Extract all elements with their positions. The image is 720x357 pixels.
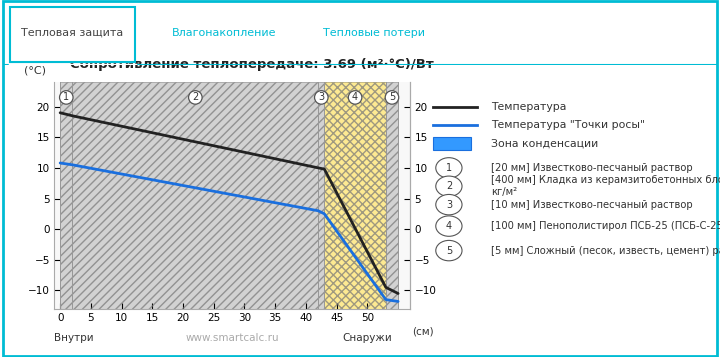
Circle shape — [189, 91, 202, 104]
Bar — [73, 82, 318, 309]
Bar — [386, 82, 398, 309]
Circle shape — [436, 195, 462, 215]
Text: 1: 1 — [63, 92, 69, 102]
Circle shape — [436, 216, 462, 236]
Text: [100 мм] Пенополистирол ПСБ-25 (ПСБ-С-25): [100 мм] Пенополистирол ПСБ-25 (ПСБ-С-25… — [491, 221, 720, 231]
Text: 3: 3 — [318, 92, 325, 102]
Circle shape — [348, 91, 362, 104]
Circle shape — [436, 158, 462, 178]
Text: 1: 1 — [446, 163, 452, 173]
Circle shape — [436, 240, 462, 261]
Text: Тепловые потери: Тепловые потери — [323, 28, 426, 38]
Text: 5: 5 — [389, 92, 395, 102]
Text: 2: 2 — [446, 181, 452, 191]
Bar — [325, 82, 386, 309]
Bar — [73, 82, 318, 309]
Text: [20 мм] Известково-песчаный раствор: [20 мм] Известково-песчаный раствор — [491, 163, 693, 173]
Bar — [318, 82, 325, 309]
Circle shape — [60, 91, 73, 104]
Text: [400 мм] Кладка из керамзитобетонных блоков 1000
кг/м²: [400 мм] Кладка из керамзитобетонных бло… — [491, 176, 720, 197]
Text: Зона конденсации: Зона конденсации — [491, 139, 598, 149]
Bar — [60, 82, 73, 309]
Text: 4: 4 — [446, 221, 452, 231]
Text: 4: 4 — [352, 92, 358, 102]
Circle shape — [385, 91, 399, 104]
Text: (°С): (°С) — [24, 65, 45, 75]
Text: 3: 3 — [446, 200, 452, 210]
Text: Тепловая защита: Тепловая защита — [22, 28, 124, 38]
Text: Влагонакопление: Влагонакопление — [172, 28, 276, 38]
Text: 5: 5 — [446, 246, 452, 256]
Text: (см): (см) — [412, 327, 434, 337]
Text: 2: 2 — [192, 92, 199, 102]
Text: Сопротивление теплопередаче: 3.69 (м²·°С)/Вт: Сопротивление теплопередаче: 3.69 (м²·°С… — [70, 59, 434, 71]
Text: www.smartcalc.ru: www.smartcalc.ru — [185, 333, 279, 343]
FancyBboxPatch shape — [10, 7, 135, 62]
Bar — [386, 82, 398, 309]
Circle shape — [315, 91, 328, 104]
Bar — [318, 82, 325, 309]
Text: [10 мм] Известково-песчаный раствор: [10 мм] Известково-песчаный раствор — [491, 200, 693, 210]
Text: [5 мм] Сложный (песок, известь, цемент) раствор: [5 мм] Сложный (песок, известь, цемент) … — [491, 246, 720, 256]
Text: Температура: Температура — [491, 102, 567, 112]
Circle shape — [436, 176, 462, 196]
Bar — [325, 82, 386, 309]
Text: Температура "Точки росы": Температура "Точки росы" — [491, 120, 645, 130]
Bar — [60, 82, 73, 309]
Text: Внутри: Внутри — [54, 333, 94, 343]
Text: Снаружи: Снаружи — [343, 333, 392, 343]
Bar — [433, 137, 471, 150]
